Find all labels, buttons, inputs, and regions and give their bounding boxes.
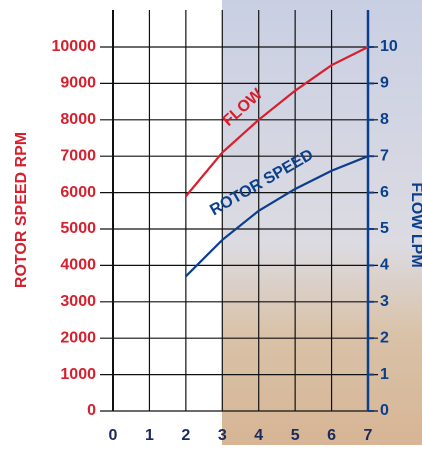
y2-tick-label: 1 — [380, 366, 389, 383]
x-tick-label: 7 — [364, 427, 373, 444]
y2-tick-label: 0 — [380, 402, 389, 419]
y-tick-label: 0 — [87, 402, 96, 419]
line — [185, 46, 369, 197]
y-tick-label: 8000 — [60, 111, 96, 128]
y-tick-label: 4000 — [60, 257, 96, 274]
x-tick-label: 2 — [181, 427, 190, 444]
y-tick-label: 6000 — [60, 184, 96, 201]
y-tick-label: 5000 — [60, 220, 96, 237]
y-tick-label: 1000 — [60, 366, 96, 383]
y-axis-label: ROTOR SPEED RPM — [13, 132, 30, 288]
x-tick-label: 3 — [218, 427, 227, 444]
x-tick-label: 4 — [254, 427, 263, 444]
x-tick-label: 6 — [327, 427, 336, 444]
y-tick-label: 7000 — [60, 147, 96, 164]
y2-tick-label: 8 — [380, 111, 389, 128]
background-photo — [222, 0, 422, 445]
y-tick-label: 3000 — [60, 293, 96, 310]
x-tick-label: 1 — [145, 427, 154, 444]
y2-tick-label: 4 — [380, 257, 389, 274]
y2-tick-label: 3 — [380, 293, 389, 310]
line — [185, 155, 369, 278]
y2-axis-label: FLOW LPM — [408, 182, 422, 267]
y-tick-label: 9000 — [60, 75, 96, 92]
y2-tick-label: 10 — [380, 38, 398, 55]
y2-tick-label: 6 — [380, 184, 389, 201]
x-tick-label: 5 — [291, 427, 300, 444]
y-tick-label: 2000 — [60, 329, 96, 346]
y2-tick-label: 5 — [380, 220, 389, 237]
x-tick-label: 0 — [109, 427, 118, 444]
y2-tick-label: 2 — [380, 329, 389, 346]
y2-tick-label: 9 — [380, 75, 389, 92]
y-tick-label: 10000 — [52, 38, 97, 55]
y2-tick-label: 7 — [380, 147, 389, 164]
